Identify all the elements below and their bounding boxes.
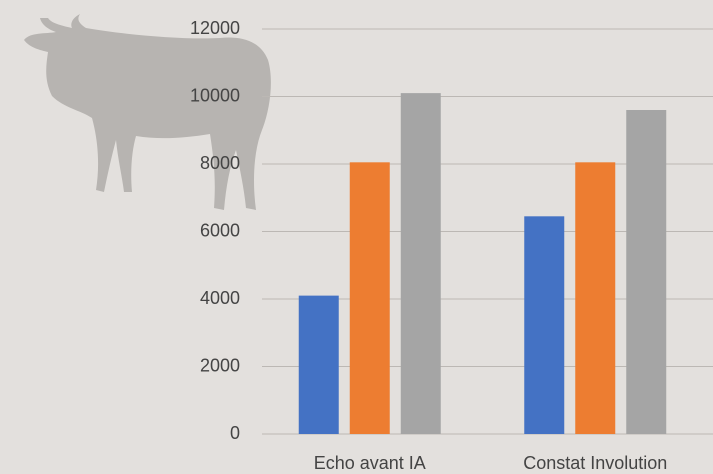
bar	[299, 296, 339, 434]
bar	[626, 110, 666, 434]
y-tick-label: 0	[230, 423, 240, 443]
cow-silhouette	[24, 14, 271, 210]
bar	[401, 93, 441, 434]
y-tick-label: 12000	[190, 18, 240, 38]
y-tick-label: 2000	[200, 355, 240, 375]
y-tick-label: 6000	[200, 220, 240, 240]
y-tick-label: 4000	[200, 288, 240, 308]
y-tick-label: 10000	[190, 85, 240, 105]
chart: 0 2000 4000 6000 8000 10000 12000 Echo avant IA…	[0, 0, 713, 474]
y-tick-label: 8000	[200, 153, 240, 173]
bar	[350, 162, 390, 434]
bar	[524, 216, 564, 434]
x-tick-label: Constat Involution	[523, 453, 667, 473]
x-tick-label: Echo avant IA	[314, 453, 426, 473]
bar	[575, 162, 615, 434]
